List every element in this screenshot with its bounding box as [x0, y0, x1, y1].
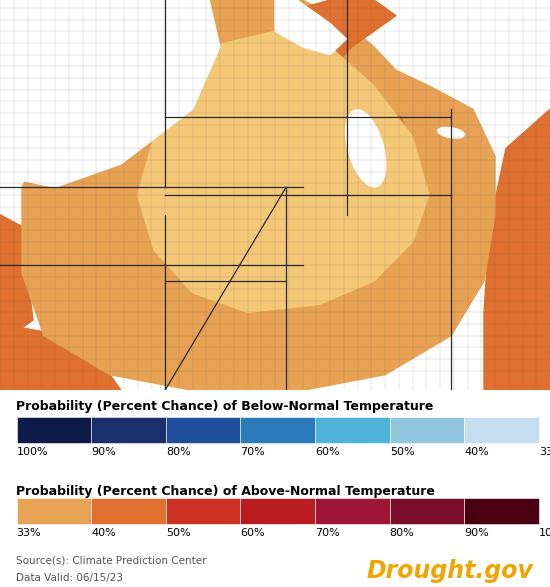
Polygon shape — [22, 0, 495, 390]
Bar — [240, 498, 315, 524]
Text: Drought.gov: Drought.gov — [367, 559, 534, 583]
Text: Probability (Percent Chance) of Above-Normal Temperature: Probability (Percent Chance) of Above-No… — [16, 485, 436, 498]
Ellipse shape — [438, 127, 464, 138]
Polygon shape — [0, 215, 33, 343]
Text: 40%: 40% — [91, 528, 116, 538]
Bar — [166, 498, 240, 524]
Polygon shape — [275, 0, 346, 55]
Text: 60%: 60% — [315, 447, 340, 457]
Bar — [16, 498, 91, 524]
Text: 100%: 100% — [539, 528, 550, 538]
Text: 60%: 60% — [240, 528, 265, 538]
Text: 50%: 50% — [166, 528, 190, 538]
Text: Probability (Percent Chance) of Below-Normal Temperature: Probability (Percent Chance) of Below-No… — [16, 400, 434, 413]
Polygon shape — [484, 109, 550, 390]
Ellipse shape — [476, 106, 492, 112]
Text: 90%: 90% — [464, 528, 489, 538]
Bar — [91, 417, 166, 443]
Text: Source(s): Climate Prediction Center: Source(s): Climate Prediction Center — [16, 555, 207, 565]
Bar — [390, 498, 464, 524]
Text: 33%: 33% — [539, 447, 550, 457]
Text: 40%: 40% — [464, 447, 489, 457]
Text: 80%: 80% — [390, 528, 415, 538]
Polygon shape — [138, 31, 429, 312]
Bar — [91, 498, 166, 524]
Bar — [390, 417, 464, 443]
Text: Data Valid: 06/15/23: Data Valid: 06/15/23 — [16, 573, 124, 583]
Bar — [315, 417, 390, 443]
Bar — [240, 417, 315, 443]
Bar — [464, 417, 539, 443]
Ellipse shape — [346, 110, 386, 187]
Text: 100%: 100% — [16, 447, 48, 457]
Text: 70%: 70% — [240, 447, 265, 457]
Polygon shape — [0, 328, 121, 390]
Polygon shape — [302, 0, 396, 70]
Text: 80%: 80% — [166, 447, 190, 457]
Bar — [464, 498, 539, 524]
Text: 33%: 33% — [16, 528, 41, 538]
Text: 50%: 50% — [390, 447, 414, 457]
Polygon shape — [0, 0, 220, 187]
Polygon shape — [346, 109, 412, 187]
Text: 70%: 70% — [315, 528, 340, 538]
Bar — [16, 417, 91, 443]
Bar — [166, 417, 240, 443]
Text: 90%: 90% — [91, 447, 116, 457]
Bar — [315, 498, 390, 524]
